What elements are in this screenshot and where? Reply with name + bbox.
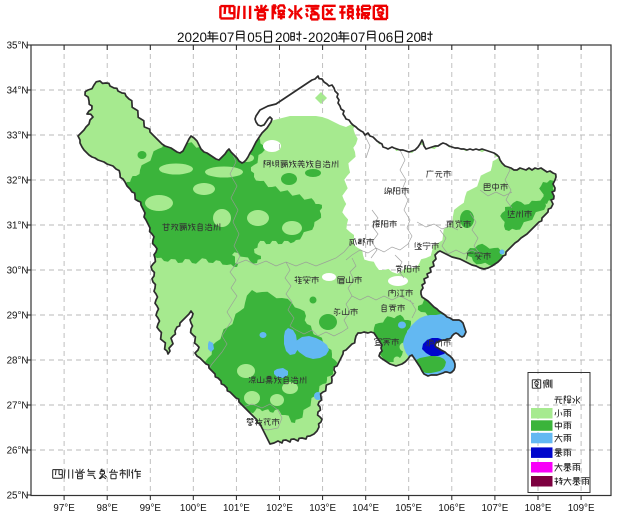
svg-text:06: 06 (378, 30, 393, 45)
svg-text:32°N: 32°N (7, 175, 29, 186)
svg-text:99°E: 99°E (140, 503, 162, 514)
svg-text:07: 07 (219, 30, 234, 45)
svg-text:103°E: 103°E (309, 503, 336, 514)
svg-text:101°E: 101°E (223, 503, 250, 514)
svg-text:31°N: 31°N (7, 220, 29, 231)
svg-text:34°N: 34°N (7, 85, 29, 96)
svg-text:106°E: 106°E (438, 503, 465, 514)
svg-text:104°E: 104°E (352, 503, 379, 514)
svg-text:07: 07 (350, 30, 365, 45)
svg-text:20: 20 (406, 30, 421, 45)
svg-text:05: 05 (247, 30, 262, 45)
svg-text:102°E: 102°E (266, 503, 293, 514)
svg-text:30°N: 30°N (7, 265, 29, 276)
svg-text:98°E: 98°E (97, 503, 119, 514)
svg-text:27°N: 27°N (7, 400, 29, 411)
svg-text:33°N: 33°N (7, 130, 29, 141)
svg-text:25°N: 25°N (7, 490, 29, 501)
svg-text:20: 20 (275, 30, 290, 45)
svg-text:107°E: 107°E (481, 503, 508, 514)
svg-text:108°E: 108°E (525, 503, 552, 514)
svg-text:28°N: 28°N (7, 355, 29, 366)
svg-text:2020: 2020 (308, 30, 338, 45)
svg-text:105°E: 105°E (395, 503, 422, 514)
svg-text:35°N: 35°N (7, 40, 29, 51)
svg-text:29°N: 29°N (7, 310, 29, 321)
svg-text:100°E: 100°E (180, 503, 207, 514)
svg-text:2020: 2020 (177, 30, 207, 45)
svg-text:26°N: 26°N (7, 445, 29, 456)
svg-text:-: - (303, 30, 308, 45)
svg-text:97°E: 97°E (53, 503, 75, 514)
svg-text:109°E: 109°E (568, 503, 595, 514)
